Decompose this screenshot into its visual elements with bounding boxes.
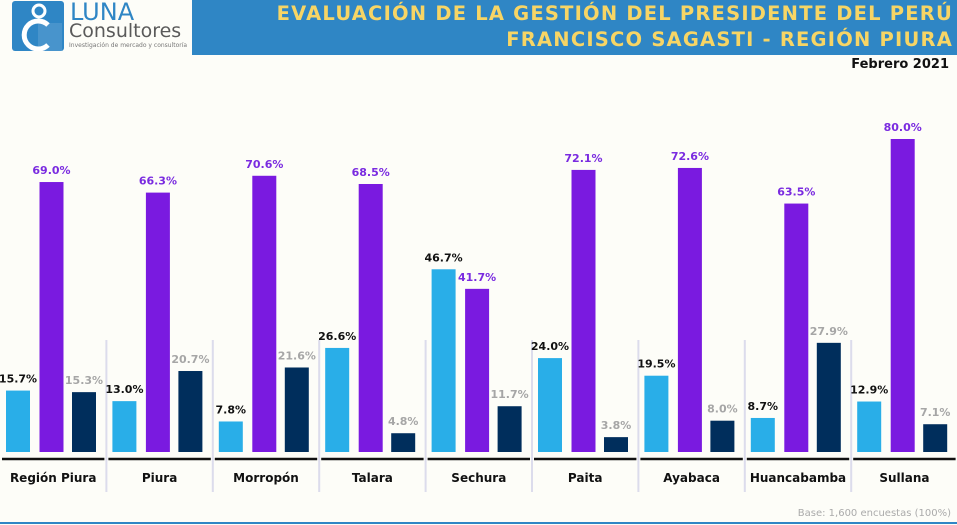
data-label: 41.7%: [458, 271, 496, 284]
data-label: 69.0%: [32, 164, 70, 177]
data-label: 26.6%: [318, 330, 356, 343]
data-label: 72.6%: [671, 150, 709, 163]
data-label: 66.3%: [139, 175, 177, 188]
x-tick-label: Piura: [142, 471, 177, 485]
data-label: 15.3%: [65, 374, 103, 387]
x-tick-label: Sullana: [879, 471, 929, 485]
bottom-divider: [0, 522, 957, 524]
bar-1: [538, 358, 562, 452]
x-tick-label: Huancabamba: [750, 471, 846, 485]
bar-3: [710, 420, 735, 452]
bar-3: [816, 342, 841, 452]
header: LUNA Consultores Investigación de mercad…: [0, 0, 957, 55]
bar-2: [465, 288, 490, 452]
logo-word-luna: LUNA: [70, 0, 135, 26]
x-tick-label: Región Piura: [10, 471, 97, 485]
bar-1: [325, 347, 350, 452]
bar-2: [145, 192, 170, 452]
x-tick-label: Morropón: [233, 471, 299, 485]
bar-3: [72, 392, 96, 452]
bar-2: [252, 175, 277, 452]
luna-logo-icon: [12, 1, 64, 52]
data-label: 24.0%: [531, 340, 569, 353]
data-label: 80.0%: [884, 121, 922, 134]
bar-3: [604, 437, 628, 452]
bar-3: [284, 367, 309, 452]
bar-1: [750, 417, 775, 452]
title-bar: EVALUACIÓN DE LA GESTIÓN DEL PRESIDENTE …: [192, 0, 957, 55]
data-label: 46.7%: [425, 251, 463, 264]
bar-2: [358, 183, 383, 452]
data-label: 70.6%: [245, 158, 283, 171]
bar-3: [923, 424, 948, 452]
data-label: 11.7%: [491, 388, 529, 401]
bar-1: [6, 390, 30, 452]
chart-date: Febrero 2021: [851, 57, 949, 72]
data-label: 4.8%: [388, 415, 419, 428]
data-label: 21.6%: [278, 349, 316, 362]
logo-tagline: Investigación de mercado y consultoría: [69, 42, 188, 49]
data-label: 12.9%: [850, 384, 888, 397]
bar-1: [112, 401, 137, 452]
chart-title-line2: FRANCISCO SAGASTI - REGIÓN PIURA: [506, 28, 953, 51]
bar-1: [644, 375, 669, 452]
bar-2: [784, 203, 809, 452]
bar-3: [391, 433, 416, 452]
data-label: 3.8%: [601, 419, 632, 432]
data-label: 72.1%: [564, 152, 602, 165]
bar-3: [178, 371, 203, 452]
x-tick-label: Sechura: [451, 471, 506, 485]
data-label: 7.1%: [920, 406, 951, 419]
data-label: 20.7%: [171, 353, 209, 366]
data-label: 7.8%: [216, 403, 247, 416]
data-label: 68.5%: [352, 166, 390, 179]
bar-2: [571, 169, 596, 452]
data-label: 63.5%: [777, 186, 815, 199]
bar-2: [39, 182, 64, 452]
bar-1: [218, 421, 243, 452]
bar-1: [857, 401, 882, 452]
x-tick-label: Ayabaca: [663, 471, 720, 485]
bar-3: [497, 406, 522, 452]
data-label: 15.7%: [0, 373, 37, 386]
x-tick-label: Paita: [568, 471, 603, 485]
data-label: 19.5%: [637, 358, 675, 371]
bar-2: [890, 139, 915, 452]
logo-word-consultores: Consultores: [69, 20, 182, 42]
data-label: 27.9%: [810, 325, 848, 338]
data-label: 8.0%: [707, 403, 738, 416]
bar-2: [677, 167, 702, 452]
chart-title-line1: EVALUACIÓN DE LA GESTIÓN DEL PRESIDENTE …: [276, 2, 953, 25]
bar-1: [431, 269, 456, 452]
x-tick-label: Talara: [352, 471, 393, 485]
data-label: 13.0%: [105, 383, 143, 396]
data-label: 8.7%: [748, 400, 779, 413]
base-note: Base: 1,600 encuestas (100%): [797, 508, 951, 519]
logo: LUNA Consultores Investigación de mercad…: [0, 0, 192, 55]
